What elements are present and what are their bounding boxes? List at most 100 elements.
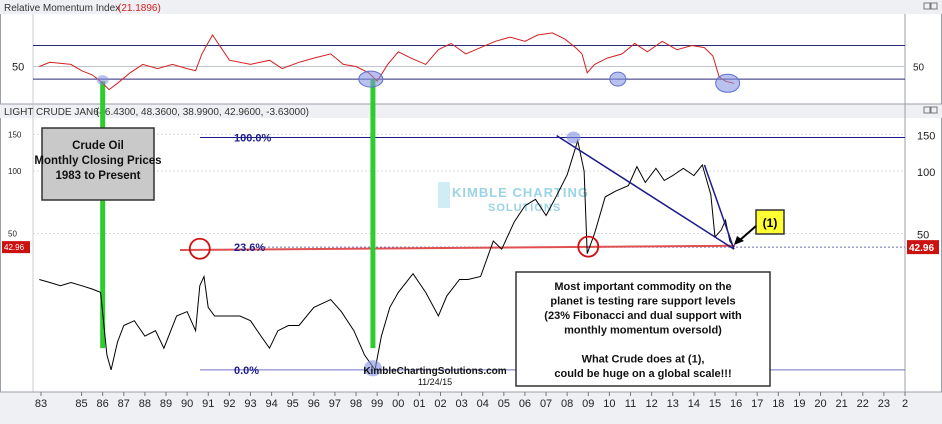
momentum-oversold-ellipse xyxy=(96,75,109,86)
x-tick-label: 03 xyxy=(455,398,467,410)
price-high-ellipse xyxy=(566,131,581,144)
price-low-ellipse xyxy=(363,360,382,377)
info-box-line: Crude Oil xyxy=(72,140,124,152)
support-line-23-6 xyxy=(179,244,736,252)
momentum-oversold-ellipse xyxy=(609,71,627,87)
x-tick-label: 19 xyxy=(793,398,805,410)
commentary-line: Most important commodity on the xyxy=(554,281,731,293)
x-tick-label: 02 xyxy=(434,398,446,410)
x-tick-label: 98 xyxy=(350,398,362,410)
momentum-oversold-ellipse xyxy=(715,73,741,93)
x-tick-label: 97 xyxy=(329,398,341,410)
info-box xyxy=(41,127,155,201)
x-tick-label: 99 xyxy=(371,398,383,410)
momentum-series-line xyxy=(39,32,735,91)
x-tick-label: 05 xyxy=(498,398,510,410)
x-tick-label: 16 xyxy=(730,398,742,410)
marker-arrow-line xyxy=(739,225,757,241)
price-tag-right-text: 42.96 xyxy=(909,243,934,254)
logo-line2: SOLUTIONS xyxy=(488,202,561,214)
maximize-icon xyxy=(930,106,938,114)
fib-label-1: 23.6% xyxy=(234,242,265,254)
marker-callout xyxy=(755,209,785,235)
price-tick-left: 50 xyxy=(8,229,17,238)
x-tick-label: 01 xyxy=(413,398,425,410)
x-tick-label: 94 xyxy=(265,398,277,410)
x-tick-label: 00 xyxy=(392,398,404,410)
price-tag-right xyxy=(907,240,939,255)
price-title: LIGHT CRUDE JAN6 xyxy=(4,107,99,118)
price-tick-right: 150 xyxy=(917,130,935,142)
momentum-oversold-ellipse xyxy=(358,70,384,88)
x-tick-label: 96 xyxy=(308,398,320,410)
info-box-line: Monthly Closing Prices xyxy=(34,155,161,167)
x-tick-label: 04 xyxy=(477,398,489,410)
price-tick-left: 100 xyxy=(8,167,22,176)
x-tick-label: 21 xyxy=(836,398,848,410)
x-tick-label: 87 xyxy=(118,398,130,410)
commentary-line: could be huge on a global scale!!! xyxy=(554,368,731,380)
x-tick-label: 90 xyxy=(181,398,193,410)
logo-mark xyxy=(438,182,450,208)
commentary-line: What Crude does at (1), xyxy=(582,354,705,366)
maximize-icon xyxy=(930,2,938,10)
x-tick-label: 09 xyxy=(582,398,594,410)
momentum-tick-left: 50 xyxy=(12,62,24,74)
commentary-line: (23% Fibonacci and dual support with xyxy=(544,310,742,322)
x-tick-label: 12 xyxy=(646,398,658,410)
x-axis-bar xyxy=(0,392,942,424)
x-tick-label: 89 xyxy=(160,398,172,410)
x-tick-label: 92 xyxy=(223,398,235,410)
support-touch-circle xyxy=(188,237,211,260)
commentary-box xyxy=(515,271,771,387)
fib-label-0: 100.0% xyxy=(234,132,272,144)
price-tick-right: 100 xyxy=(917,167,935,179)
x-tick-label: 91 xyxy=(202,398,214,410)
x-tick-label: 20 xyxy=(814,398,826,410)
x-tick-label: 08 xyxy=(561,398,573,410)
main-header-bar xyxy=(0,104,942,118)
price-tick-right: 50 xyxy=(917,229,929,241)
price-tag-left xyxy=(2,241,30,254)
x-tick-label: 83 xyxy=(35,398,47,410)
support-touch-circle xyxy=(577,235,600,258)
price-tag-left-text: 42.96 xyxy=(4,243,25,252)
momentum-value: (21.1896) xyxy=(118,3,161,14)
x-tick-label: 85 xyxy=(75,398,87,410)
x-tick-label: 11 xyxy=(625,398,636,410)
price-tick-left: 150 xyxy=(8,130,22,139)
x-tick-label: 86 xyxy=(97,398,109,410)
commentary-line: planet is testing rare support levels xyxy=(550,296,735,308)
info-box-line: 1983 to Present xyxy=(55,170,140,182)
credit-text: KimbleChartingSolutions.com xyxy=(363,366,506,377)
x-tick-label: 07 xyxy=(540,398,552,410)
marker-label: (1) xyxy=(763,216,778,230)
credit-date: 11/24/15 xyxy=(418,377,452,387)
x-tick-label: 2 xyxy=(902,398,908,410)
price-series-line xyxy=(39,138,735,372)
x-tick-label: 95 xyxy=(287,398,299,410)
x-tick-label: 18 xyxy=(772,398,784,410)
momentum-title: Relative Momentum Index xyxy=(4,3,120,14)
downtrend-line-long xyxy=(556,135,735,250)
commentary-line: monthly momentum oversold) xyxy=(564,325,722,337)
logo-line1: KIMBLE CHARTING xyxy=(452,185,589,200)
x-tick-label: 93 xyxy=(244,398,256,410)
x-tick-label: 23 xyxy=(878,398,890,410)
momentum-tick-right: 50 xyxy=(913,63,925,74)
x-tick-label: 15 xyxy=(709,398,721,410)
minimize-icon xyxy=(923,106,931,114)
downtrend-line-short xyxy=(703,164,735,250)
x-tick-label: 14 xyxy=(688,398,700,410)
x-tick-label: 10 xyxy=(603,398,615,410)
x-tick-label: 06 xyxy=(519,398,531,410)
x-tick-label: 13 xyxy=(667,398,679,410)
top-header-bar xyxy=(0,0,942,14)
minimize-icon xyxy=(923,2,931,10)
marker-arrow-head xyxy=(734,236,744,245)
x-tick-label: 22 xyxy=(857,398,869,410)
fib-label-2: 0.0% xyxy=(234,365,259,377)
x-tick-label: 88 xyxy=(139,398,151,410)
price-ohlc: (46.4300, 48.3600, 38.9900, 42.9600, -3.… xyxy=(96,107,309,118)
